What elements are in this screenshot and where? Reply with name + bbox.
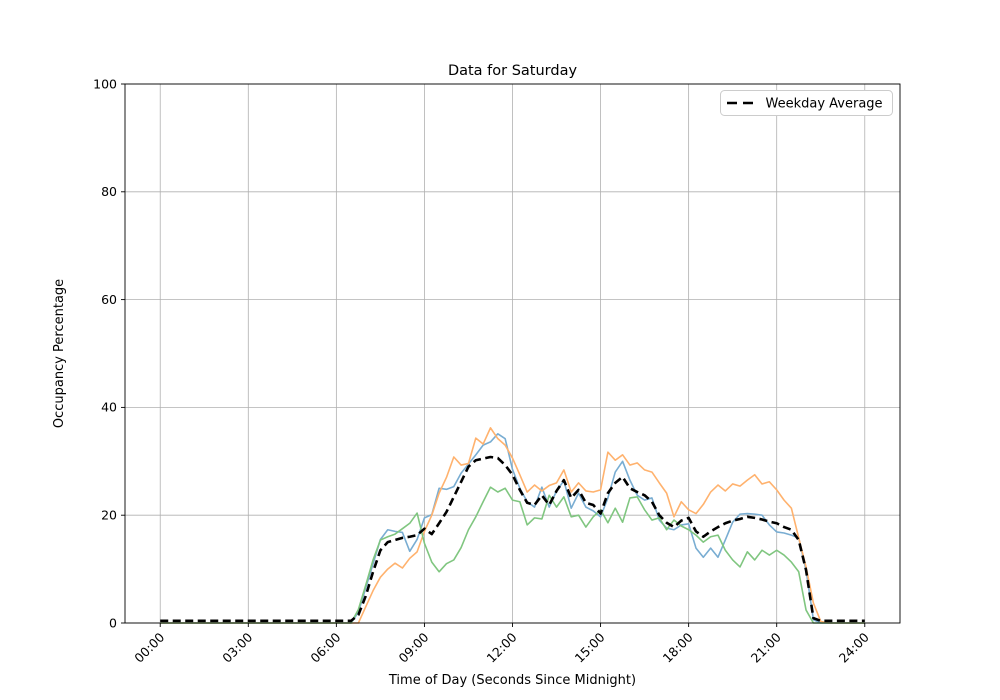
legend-box [720, 90, 893, 116]
chart-title: Data for Saturday [448, 63, 578, 79]
x-axis-label: Time of Day (Seconds Since Midnight) [388, 673, 636, 688]
grid [125, 83, 900, 624]
x-tick-label: 12:00 [484, 629, 520, 665]
x-tick-label: 21:00 [748, 629, 784, 665]
y-tick-label: 80 [101, 184, 117, 199]
y-tick-label: 0 [109, 615, 117, 630]
legend-entry-weekday-average: Weekday Average [766, 97, 883, 112]
axes [121, 83, 901, 627]
y-axis-label: Occupancy Percentage [52, 279, 67, 428]
x-tick-label: 00:00 [131, 629, 167, 665]
y-tick-label: 40 [101, 400, 117, 415]
y-tick-label: 20 [101, 508, 117, 523]
x-tick-label: 18:00 [660, 629, 696, 665]
tick-labels: 00:00 03:00 06:00 09:00 12:00 15:00 18:00 21:00… [93, 76, 872, 665]
y-tick-label: 100 [93, 76, 117, 91]
y-tick-label: 60 [101, 292, 117, 307]
x-tick-label: 24:00 [836, 629, 872, 665]
x-tick-label: 15:00 [572, 629, 608, 665]
x-tick-label: 06:00 [307, 629, 343, 665]
x-tick-label: 09:00 [395, 629, 431, 665]
legend: Weekday Average [720, 90, 893, 116]
x-tick-label: 03:00 [219, 629, 255, 665]
series-line-weekday-average [160, 455, 865, 623]
